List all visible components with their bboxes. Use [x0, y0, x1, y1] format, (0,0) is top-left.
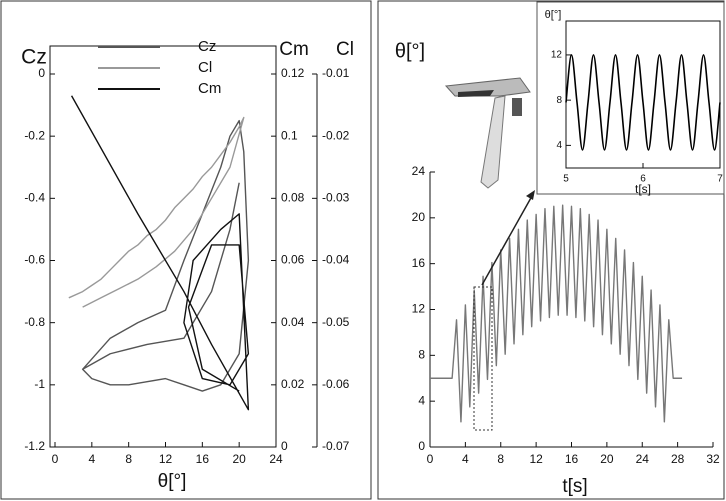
y-tick-label: -0.4	[24, 191, 45, 205]
x-tick-label: 16	[196, 452, 210, 466]
y-tick-label: -0.6	[24, 253, 45, 267]
y-tick-label: 12	[412, 302, 426, 316]
x-tick-label: 4	[462, 452, 469, 466]
legend-label: Cz	[198, 38, 216, 55]
y3-axis-label: Cl	[336, 39, 354, 60]
x-tick-label: 24	[636, 452, 650, 466]
x-tick-label: 7	[717, 174, 723, 185]
x-tick-label: 20	[232, 452, 246, 466]
x-tick-label: 24	[269, 452, 283, 466]
y-tick-label: 16	[412, 256, 426, 270]
y2-tick-label: 0.1	[281, 128, 298, 142]
y3-tick-label: -0.06	[322, 377, 350, 391]
y-axis-label: θ[°]	[395, 40, 425, 62]
x-tick-label: 16	[565, 452, 579, 466]
wing-fixture	[512, 98, 522, 116]
y2-tick-label: 0.08	[281, 191, 305, 205]
y-tick-label: 24	[412, 164, 426, 178]
x-tick-label: 8	[497, 452, 504, 466]
x-tick-label: 5	[563, 174, 569, 185]
x-axis-label: t[s]	[562, 476, 587, 497]
y-tick-label: 4	[418, 393, 425, 407]
y-axis-label: θ[°]	[545, 9, 562, 21]
x-tick-label: 0	[52, 452, 59, 466]
y-tick-label: 8	[556, 95, 562, 106]
x-tick-label: 32	[706, 452, 720, 466]
y3-tick-label: -0.03	[322, 191, 350, 205]
y3-tick-label: -0.04	[322, 253, 350, 267]
y2-axis-label: Cm	[279, 39, 309, 60]
y-axis-label: Cz	[21, 46, 47, 69]
y-tick-label: -0.2	[24, 128, 45, 142]
y-tick-label: -1	[34, 377, 45, 391]
legend-label: Cl	[198, 59, 212, 76]
y2-tick-label: 0.04	[281, 315, 305, 329]
y3-tick-label: -0.05	[322, 315, 350, 329]
y3-tick-label: -0.07	[322, 439, 350, 453]
y-tick-label: 4	[556, 140, 562, 151]
x-tick-label: 12	[159, 452, 173, 466]
x-tick-label: 0	[427, 452, 434, 466]
y2-tick-label: 0.06	[281, 253, 305, 267]
x-tick-label: 4	[88, 452, 95, 466]
x-axis-label: θ[°]	[158, 471, 187, 492]
x-tick-label: 20	[600, 452, 614, 466]
y-tick-label: 12	[551, 50, 563, 61]
y-tick-label: 0	[418, 439, 425, 453]
figure: 04812162024-1.2-1-0.8-0.6-0.4-0.2000.020…	[0, 0, 726, 501]
x-tick-label: 28	[671, 452, 685, 466]
y-tick-label: 8	[418, 348, 425, 362]
inset-box	[537, 2, 724, 194]
y3-tick-label: -0.02	[322, 128, 350, 142]
y2-tick-label: 0	[281, 439, 288, 453]
y2-tick-label: 0.02	[281, 377, 305, 391]
x-tick-label: 12	[529, 452, 543, 466]
legend-label: Cm	[198, 80, 221, 97]
left-panel	[1, 1, 371, 499]
y2-tick-label: 0.12	[281, 66, 305, 80]
y3-tick-label: -0.01	[322, 66, 350, 80]
y-tick-label: -1.2	[24, 439, 45, 453]
y-tick-label: 20	[412, 210, 426, 224]
x-tick-label: 8	[125, 452, 132, 466]
y-tick-label: -0.8	[24, 315, 45, 329]
x-axis-label: t[s]	[635, 182, 651, 196]
